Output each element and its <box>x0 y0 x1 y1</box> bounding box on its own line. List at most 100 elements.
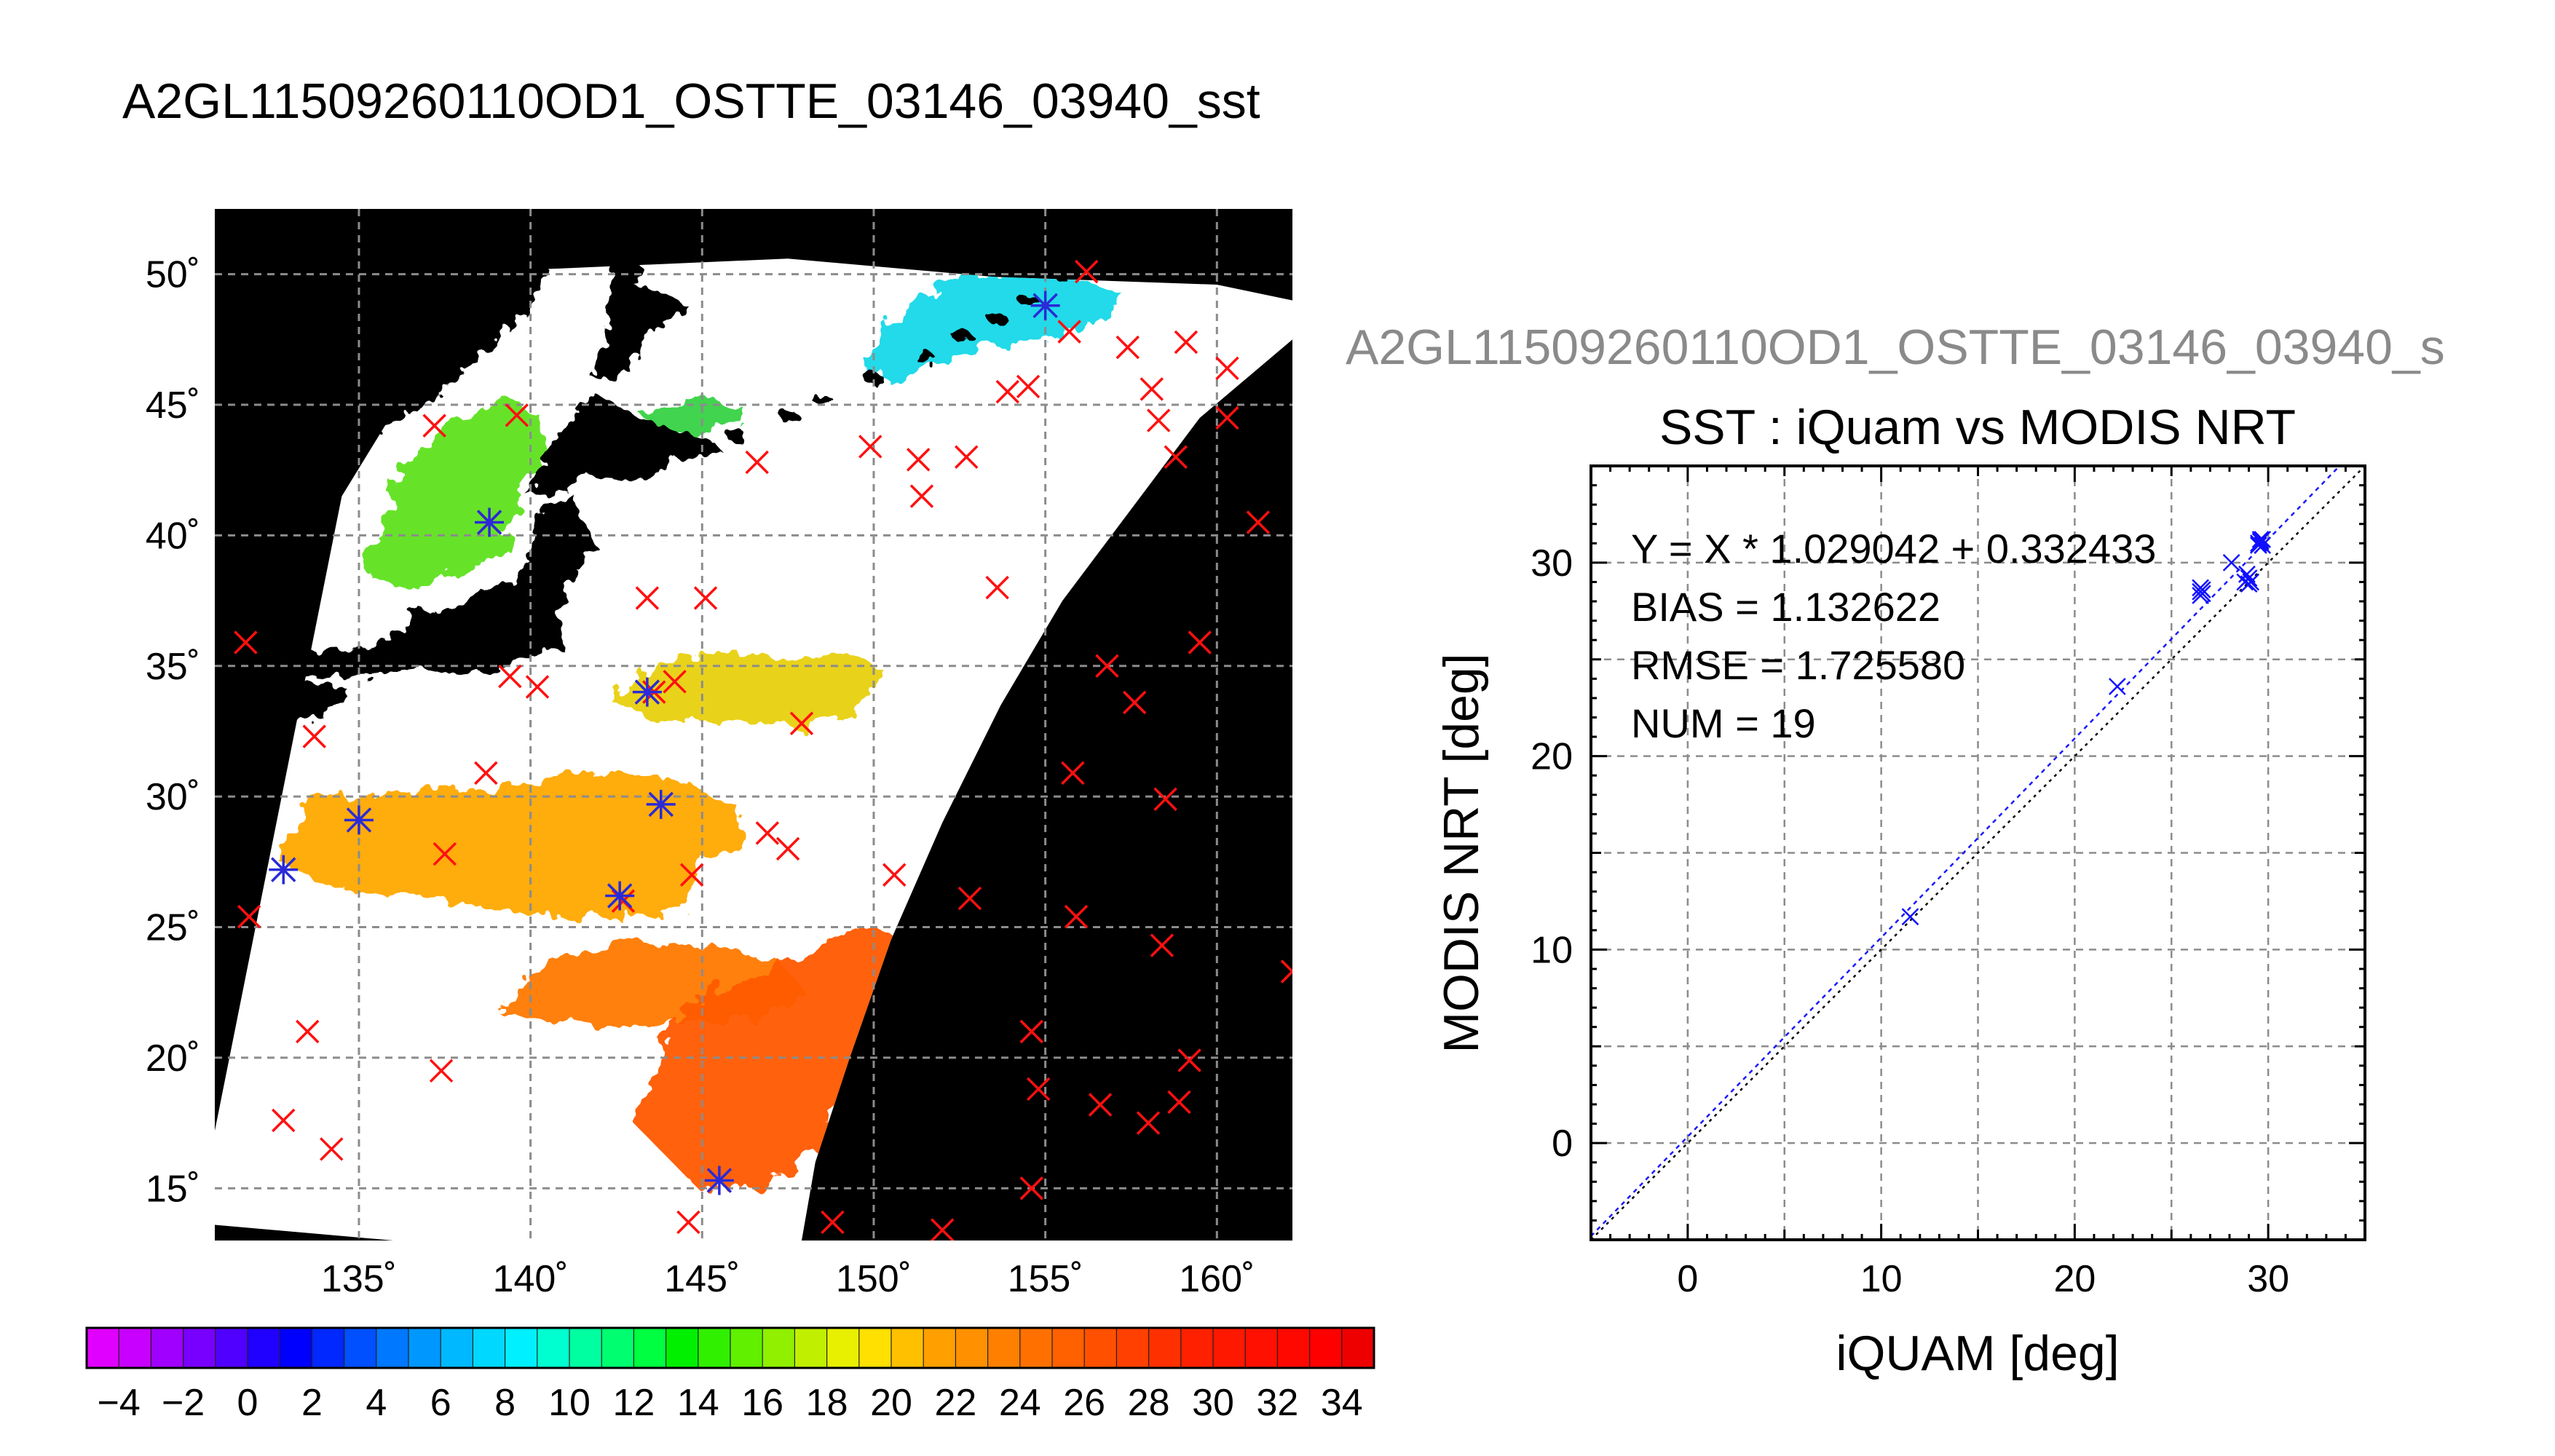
kuril-island <box>778 410 799 421</box>
colorbar-cell <box>698 1328 731 1368</box>
colorbar-cell <box>1148 1328 1182 1368</box>
colorbar-cell <box>1180 1328 1214 1368</box>
buoy-marker <box>1019 1019 1044 1044</box>
colorbar-cell <box>1245 1328 1278 1368</box>
map-y-tick: 45˚ <box>146 384 200 427</box>
map-y-tick: 20˚ <box>146 1037 200 1080</box>
land-kyushu <box>215 695 250 767</box>
scatter-x-tick: 10 <box>1860 1258 1903 1300</box>
buoy-marker <box>985 575 1009 600</box>
colorbar-cell <box>441 1328 473 1368</box>
buoy-marker <box>1164 445 1188 470</box>
matchup-marker <box>605 881 635 911</box>
scatter-point <box>2240 569 2258 587</box>
colorbar-label: 2 <box>301 1382 323 1424</box>
colorbar-cell <box>537 1328 570 1368</box>
matchup-markers <box>269 290 1060 1195</box>
colorbar-cell <box>1116 1328 1150 1368</box>
colorbar-cell <box>1309 1328 1343 1368</box>
buoy-marker <box>1122 690 1147 715</box>
map-x-tick: 155˚ <box>1008 1258 1083 1300</box>
colorbar-cell <box>473 1328 506 1368</box>
buoy-marker <box>1016 374 1040 399</box>
map-x-tick: 150˚ <box>836 1258 912 1300</box>
colorbar-label: 0 <box>237 1382 258 1424</box>
kuril-island <box>812 394 833 405</box>
sst-field-10deg <box>860 272 1124 379</box>
scatter-point <box>2242 573 2260 591</box>
colorbar-cell <box>1084 1328 1117 1368</box>
buoy-marker <box>1153 787 1177 811</box>
matchup-marker <box>632 677 662 707</box>
buoy-marker <box>745 450 769 475</box>
map-y-tick: 15˚ <box>146 1168 200 1210</box>
buoy-marker <box>1177 1048 1201 1072</box>
buoy-marker <box>505 403 529 427</box>
scatter-points <box>1901 531 2272 926</box>
scatter-y-tick: 30 <box>1531 542 1573 585</box>
scatter-point <box>2254 537 2272 554</box>
buoy-marker <box>1150 933 1174 957</box>
landmass <box>215 209 1097 767</box>
colorbar-label: −4 <box>98 1382 141 1424</box>
scatter-x-tick: 30 <box>2247 1258 2289 1300</box>
matchup-marker <box>704 1166 734 1195</box>
buoy-marker <box>1215 405 1239 430</box>
buoy-marker <box>1167 1090 1191 1115</box>
colorbar-label: 24 <box>999 1382 1041 1424</box>
buoy-marker <box>234 630 258 654</box>
buoy-marker <box>995 379 1020 404</box>
scatter-plot: SST : iQuam vs MODIS NRT 0 10 20 300102030 … <box>1434 400 2366 1381</box>
kuril-island <box>1052 269 1073 280</box>
buoy-marker <box>1057 320 1081 344</box>
buoy-marker <box>775 836 800 861</box>
colorbar-cell <box>923 1328 956 1368</box>
map-x-ticks: 135˚ 140˚ 145˚ 150˚ 155˚ 160˚ <box>321 1258 1255 1300</box>
sst-field-27deg <box>609 652 888 727</box>
colorbar-label: 16 <box>741 1382 783 1424</box>
map-y-ticks: 15˚ 20˚ 25˚ 30˚ 35˚ 40˚ 45˚ 50˚ <box>146 254 200 1211</box>
sst-field-32deg <box>633 922 901 1189</box>
buoy-marker <box>930 1218 955 1241</box>
colorbar-label: 30 <box>1192 1382 1234 1424</box>
colorbar-cell <box>248 1328 280 1368</box>
colorbar-cell <box>858 1328 892 1368</box>
land-shikoku <box>266 684 349 727</box>
kuril-island <box>863 373 884 384</box>
map-grid <box>215 209 1292 1241</box>
buoy-marker <box>1246 510 1271 534</box>
main-title: A2GL11509260110OD1_OSTTE_03146_03940_sst <box>122 74 1260 129</box>
buoy-marker <box>474 761 498 786</box>
map-x-tick: 140˚ <box>493 1258 569 1300</box>
buoy-marker <box>1019 1176 1044 1200</box>
colorbar-cell <box>87 1328 119 1368</box>
colorbar-label: 26 <box>1063 1382 1105 1424</box>
kuril-island <box>1018 295 1039 306</box>
sst-map: 135˚ 140˚ 145˚ 150˚ 155˚ 160˚ 15˚ 20˚ 25˚ 30˚ 35˚… <box>146 209 1292 1300</box>
buoy-marker <box>957 886 982 911</box>
buoy-marker <box>663 670 687 694</box>
buoy-markers <box>234 259 1292 1241</box>
map-y-tick: 25˚ <box>146 907 200 949</box>
colorbar-cell <box>1019 1328 1053 1368</box>
buoy-marker <box>1115 335 1140 360</box>
matchup-marker <box>344 805 374 835</box>
scatter-title: SST : iQuam vs MODIS NRT <box>1659 400 2296 455</box>
colorbar-frame <box>85 1326 1375 1369</box>
map-y-tick: 30˚ <box>146 776 200 818</box>
map-y-tick: 35˚ <box>146 646 200 688</box>
buoy-marker <box>1140 377 1164 401</box>
buoy-marker <box>1188 630 1212 654</box>
map-x-tick: 135˚ <box>321 1258 397 1300</box>
colorbar-cell <box>151 1328 184 1368</box>
kuril-island <box>952 331 974 342</box>
map-x-tick: 160˚ <box>1179 1258 1255 1300</box>
buoy-marker <box>272 1108 296 1133</box>
map-x-tick: 145˚ <box>664 1258 740 1300</box>
map-y-tick: 50˚ <box>146 254 200 296</box>
colorbar-label: −2 <box>162 1382 205 1424</box>
scatter-point <box>2249 537 2267 554</box>
scatter-point <box>1901 908 1919 926</box>
colorbar-label: 6 <box>430 1382 451 1424</box>
